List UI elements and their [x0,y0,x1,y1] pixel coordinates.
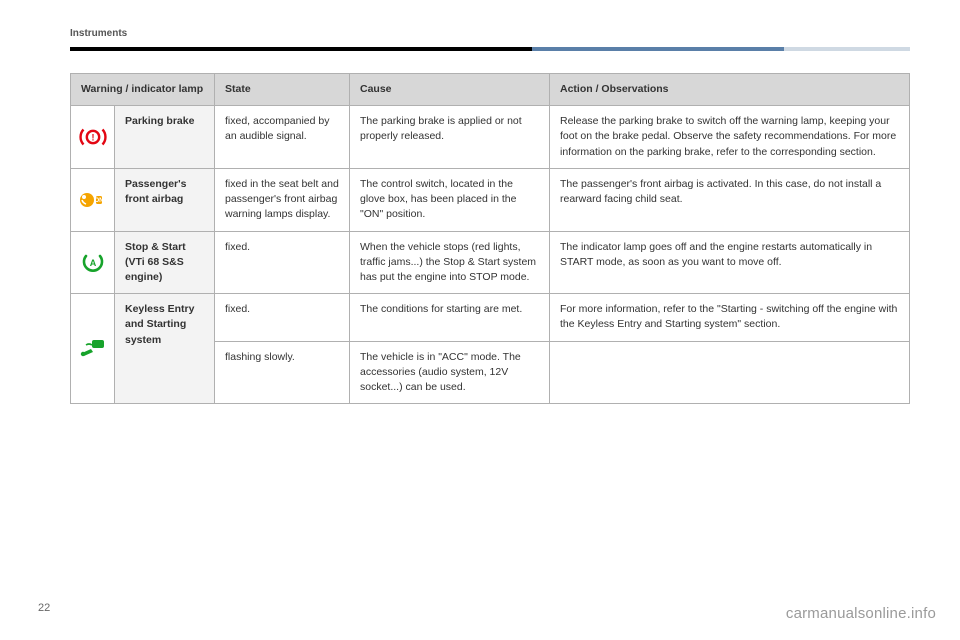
header-state: State [215,74,350,106]
parking-brake-icon: ! [79,126,107,148]
icon-cell: ON [71,168,115,231]
table-row: ON Passenger's front airbag fixed in the… [71,168,910,231]
lamp-cause: When the vehicle stops (red lights, traf… [350,231,550,294]
header-lamp: Warning / indicator lamp [71,74,215,106]
lamp-state: flashing slowly. [215,341,350,404]
lamp-action: The passenger's front airbag is activate… [550,168,910,231]
lamp-name: Passenger's front airbag [115,168,215,231]
lamp-name: Stop & Start (VTi 68 S&S engine) [115,231,215,294]
svg-text:A: A [89,258,96,268]
icon-cell [71,294,115,404]
icon-cell: A [71,231,115,294]
lamp-action [550,341,910,404]
section-label: Instruments [70,28,910,39]
svg-text:ON: ON [94,198,103,204]
watermark: carmanualsonline.info [786,605,936,622]
icon-cell: ! [71,106,115,169]
table-row: A Stop & Start (VTi 68 S&S engine) fixed… [71,231,910,294]
lamp-state: fixed in the seat belt and passenger's f… [215,168,350,231]
lamp-state: fixed, accompanied by an audible signal. [215,106,350,169]
lamp-cause: The vehicle is in "ACC" mode. The access… [350,341,550,404]
lamp-action: The indicator lamp goes off and the engi… [550,231,910,294]
stop-start-icon: A [80,250,106,274]
keyless-icon [78,338,108,360]
passenger-airbag-icon: ON [77,189,109,211]
table-header-row: Warning / indicator lamp State Cause Act… [71,74,910,106]
header-action: Action / Observations [550,74,910,106]
table-row: Keyless Entry and Starting system fixed.… [71,294,910,341]
lamp-state: fixed. [215,294,350,341]
svg-text:!: ! [91,133,94,143]
lamp-name: Parking brake [115,106,215,169]
lamp-cause: The parking brake is applied or not prop… [350,106,550,169]
accent-line [70,47,910,51]
page-number: 22 [38,602,50,614]
table-row: ! Parking brake fixed, accompanied by an… [71,106,910,169]
lamp-action: Release the parking brake to switch off … [550,106,910,169]
header-cause: Cause [350,74,550,106]
lamp-name: Keyless Entry and Starting system [115,294,215,404]
lamp-action: For more information, refer to the "Star… [550,294,910,341]
lamp-state: fixed. [215,231,350,294]
lamp-cause: The control switch, located in the glove… [350,168,550,231]
lamp-cause: The conditions for starting are met. [350,294,550,341]
warning-lamp-table: Warning / indicator lamp State Cause Act… [70,73,910,404]
